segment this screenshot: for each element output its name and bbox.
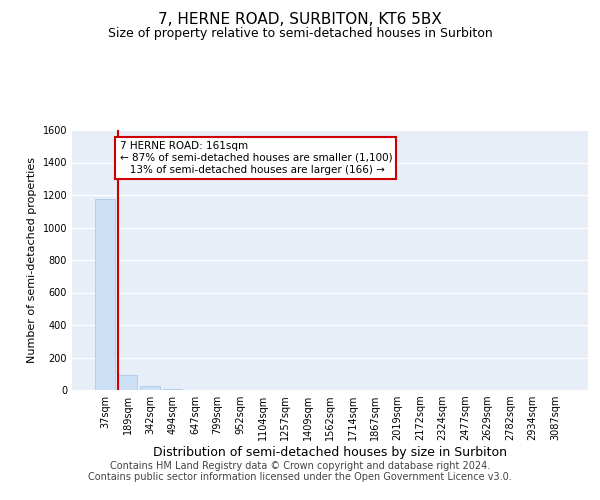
Text: Size of property relative to semi-detached houses in Surbiton: Size of property relative to semi-detach… <box>107 28 493 40</box>
Text: 7, HERNE ROAD, SURBITON, KT6 5BX: 7, HERNE ROAD, SURBITON, KT6 5BX <box>158 12 442 28</box>
Bar <box>118 376 137 390</box>
Bar <box>95 199 115 390</box>
X-axis label: Distribution of semi-detached houses by size in Surbiton: Distribution of semi-detached houses by … <box>153 446 507 459</box>
Text: 7 HERNE ROAD: 161sqm
← 87% of semi-detached houses are smaller (1,100)
   13% of: 7 HERNE ROAD: 161sqm ← 87% of semi-detac… <box>119 142 392 174</box>
Y-axis label: Number of semi-detached properties: Number of semi-detached properties <box>27 157 37 363</box>
Text: Contains HM Land Registry data © Crown copyright and database right 2024.
Contai: Contains HM Land Registry data © Crown c… <box>88 461 512 482</box>
Bar <box>140 386 160 390</box>
